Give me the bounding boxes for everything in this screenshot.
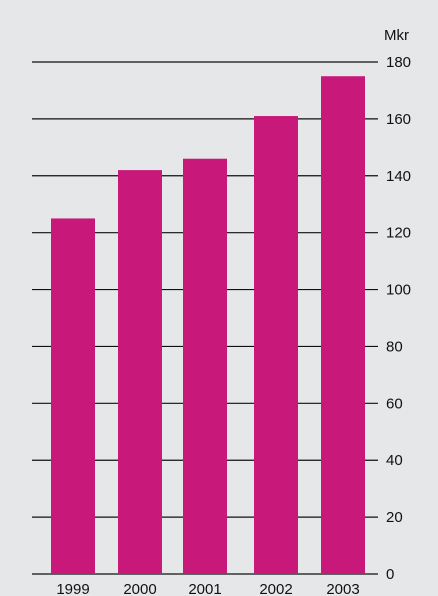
y-tick-label-160: 160 (386, 111, 411, 128)
x-tick-label-1999: 1999 (56, 581, 89, 596)
y-tick-label-100: 100 (386, 282, 411, 299)
y-axis-unit-label: Mkr (384, 27, 409, 44)
x-tick-label-2000: 2000 (123, 581, 156, 596)
y-tick-label-40: 40 (386, 452, 403, 469)
y-tick-label-80: 80 (386, 338, 403, 355)
bar-2001 (183, 158, 227, 574)
bar-2000 (118, 170, 162, 575)
bar-1999 (51, 218, 95, 574)
bar-2002 (254, 116, 298, 575)
y-tick-label-140: 140 (386, 168, 411, 185)
y-axis-ticks: 0 20 40 60 80 100 120 140 160 180 (386, 54, 411, 583)
bar-2003 (321, 76, 365, 574)
x-tick-label-2002: 2002 (259, 581, 292, 596)
bars (51, 76, 365, 575)
y-tick-label-20: 20 (386, 509, 403, 526)
y-tick-label-60: 60 (386, 395, 403, 412)
y-tick-label-180: 180 (386, 54, 411, 71)
x-tick-label-2001: 2001 (188, 581, 221, 596)
y-tick-label-0: 0 (386, 566, 394, 583)
x-axis-labels: 1999 2000 2001 2002 2003 (56, 581, 359, 596)
y-tick-label-120: 120 (386, 225, 411, 242)
x-tick-label-2003: 2003 (326, 581, 359, 596)
